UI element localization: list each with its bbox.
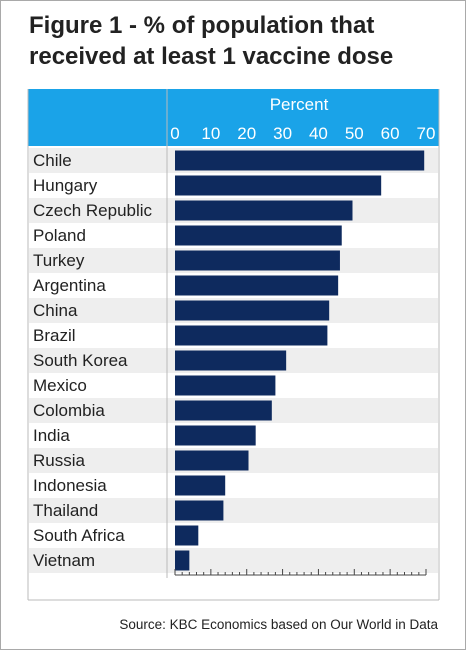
category-label: India — [33, 426, 70, 445]
category-label: Mexico — [33, 376, 87, 395]
bar — [175, 300, 330, 321]
bar — [175, 475, 226, 496]
x-axis — [174, 569, 427, 576]
x-tick-labels: 0 10 20 30 40 50 60 70 — [170, 124, 435, 143]
bar — [175, 550, 190, 571]
category-label: South Korea — [33, 351, 128, 370]
category-label: Poland — [33, 226, 86, 245]
x-tick-label: 30 — [273, 124, 292, 143]
bar — [175, 500, 224, 521]
category-label: Argentina — [33, 276, 106, 295]
bars — [175, 150, 425, 571]
bar — [175, 400, 272, 421]
category-label: Vietnam — [33, 551, 95, 570]
category-label: Brazil — [33, 326, 76, 345]
bar — [175, 325, 328, 346]
x-tick-label: 20 — [237, 124, 256, 143]
category-label: Indonesia — [33, 476, 107, 495]
x-tick-label: 70 — [417, 124, 436, 143]
bar — [175, 200, 353, 221]
x-tick-label: 50 — [345, 124, 364, 143]
category-label: Hungary — [33, 176, 98, 195]
bar — [175, 250, 340, 271]
category-label: Czech Republic — [33, 201, 153, 220]
category-labels: Chile Hungary Czech Republic Poland Turkey Ar… — [33, 151, 153, 570]
bar — [175, 350, 287, 371]
figure-title: Figure 1 - % of population that received… — [29, 12, 394, 70]
chart-header-band — [28, 89, 439, 146]
category-label: Russia — [33, 451, 86, 470]
bar — [175, 375, 276, 396]
category-label: Chile — [33, 151, 72, 170]
category-label: South Africa — [33, 526, 125, 545]
row-stripe — [29, 498, 438, 523]
category-label: Turkey — [33, 251, 85, 270]
category-label: Thailand — [33, 501, 98, 520]
category-label: Colombia — [33, 401, 105, 420]
x-tick-label: 10 — [201, 124, 220, 143]
bar — [175, 225, 342, 246]
x-axis-title: Percent — [270, 95, 329, 114]
bar — [175, 175, 382, 196]
bar — [175, 425, 256, 446]
row-stripe — [29, 548, 438, 573]
category-label: China — [33, 301, 78, 320]
x-tick-label: 40 — [309, 124, 328, 143]
x-tick-label: 60 — [381, 124, 400, 143]
source-note: Source: KBC Economics based on Our World… — [119, 617, 438, 632]
bar — [175, 450, 249, 471]
bar — [175, 525, 199, 546]
bar — [175, 150, 425, 171]
x-tick-label: 0 — [170, 124, 179, 143]
bar — [175, 275, 339, 296]
